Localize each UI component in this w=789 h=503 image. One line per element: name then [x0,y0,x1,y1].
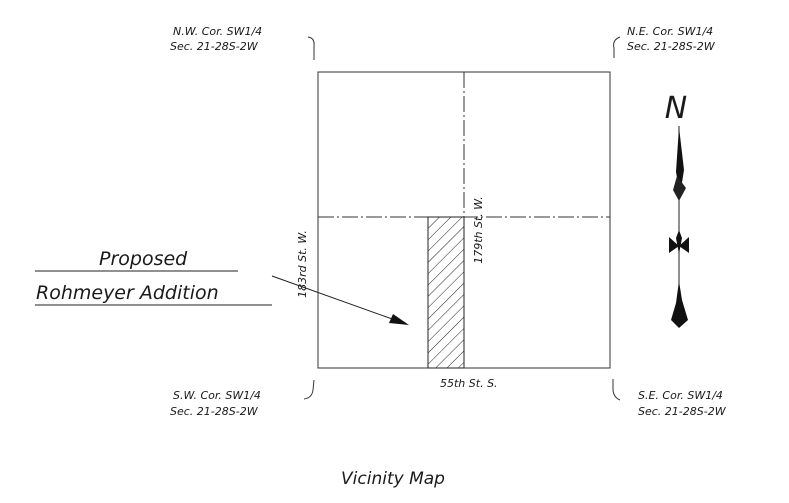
nw-corner-section: Sec. 21-28S-2W [170,40,259,53]
nw-corner-label: N.W. Cor. SW1/4 [173,25,262,38]
map-title: Vicinity Map [341,469,445,489]
street-183rd-label: 183rd St. W. [296,230,309,298]
proposed-parcel [427,216,465,369]
proposed-label-line1: Proposed [99,248,188,270]
sw-corner-label: S.W. Cor. SW1/4 [173,389,261,402]
proposed-arrow [271,275,409,325]
ne-corner-section: Sec. 21-28S-2W [627,40,716,53]
se-corner-leader [612,379,621,401]
nw-corner-leader [307,36,315,60]
north-arrow: N [665,91,689,328]
ne-corner-leader [613,36,621,58]
proposed-label-line2: Rohmeyer Addition [36,282,219,304]
ne-corner-label: N.E. Cor. SW1/4 [627,25,713,38]
north-letter: N [665,91,687,126]
sw-corner-section: Sec. 21-28S-2W [170,405,259,418]
se-corner-section: Sec. 21-28S-2W [638,405,727,418]
se-corner-label: S.E. Cor. SW1/4 [638,389,723,402]
street-179th-label: 179th St. W. [472,196,485,264]
sw-corner-leader [303,379,315,400]
street-55th-label: 55th St. S. [440,377,498,390]
